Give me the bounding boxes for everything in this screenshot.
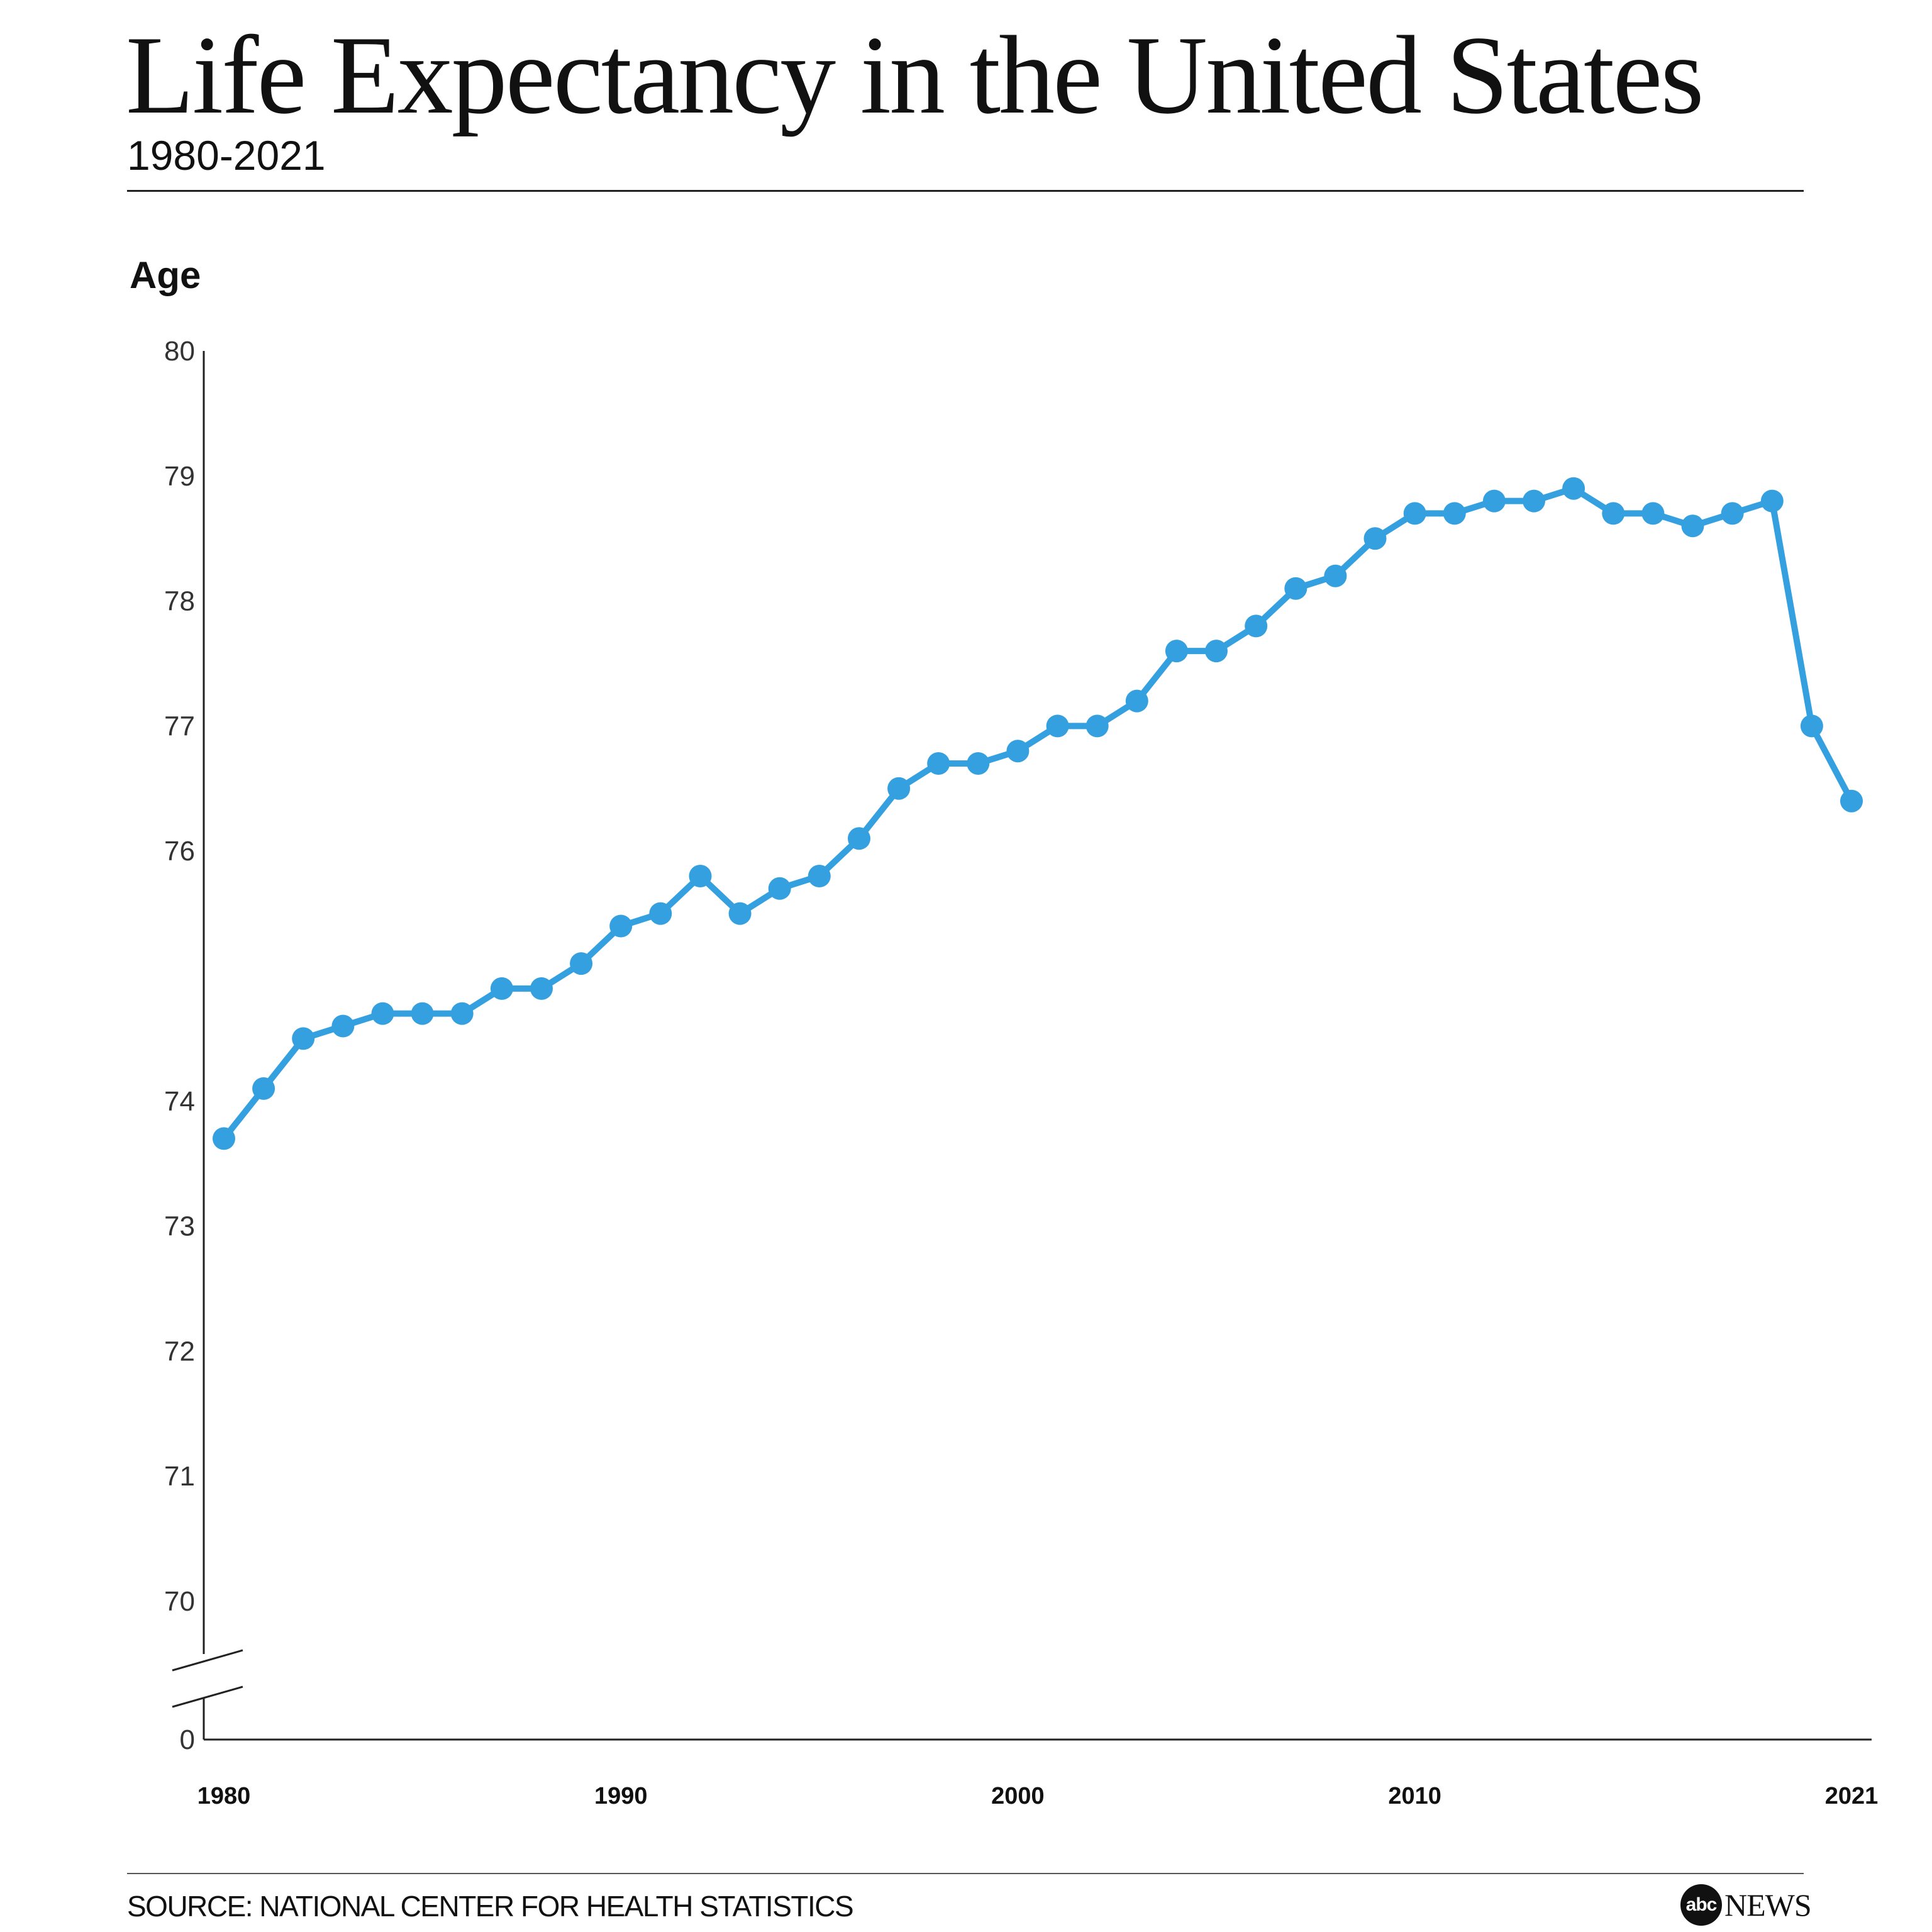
data-point (1403, 502, 1426, 525)
data-point (1284, 577, 1307, 600)
data-point (411, 1002, 434, 1025)
data-point (1205, 640, 1228, 663)
chart-title: Life Expectancy in the United States (126, 13, 1704, 137)
data-point (1046, 714, 1069, 738)
news-logo-word: NEWS (1724, 1887, 1812, 1923)
footer-divider (127, 1873, 1804, 1874)
y-tick-label: 74 (164, 1086, 195, 1117)
y-tick-label: 72 (164, 1336, 195, 1367)
data-point (927, 752, 950, 775)
data-point (768, 877, 791, 900)
series-line (221, 485, 1855, 1142)
y-tick-label: 70 (164, 1586, 195, 1617)
y-tick-label: 78 (164, 586, 195, 617)
data-point (728, 902, 752, 925)
abc-news-logo: abc NEWS (1680, 1884, 1812, 1926)
source-note: SOURCE: NATIONAL CENTER FOR HEALTH STATI… (127, 1890, 854, 1923)
data-point (252, 1077, 275, 1100)
data-point (1562, 477, 1585, 500)
data-point (1324, 564, 1347, 587)
data-point (1443, 502, 1466, 525)
data-point (848, 827, 870, 850)
data-point (1523, 489, 1545, 513)
data-point (1165, 640, 1188, 663)
data-point (1006, 740, 1030, 763)
y-tick-label: 0 (180, 1724, 195, 1755)
data-point (331, 1014, 355, 1038)
data-point (490, 977, 513, 1000)
axis-break-mark-upper (172, 1649, 243, 1672)
data-point (1245, 614, 1268, 638)
data-point (1760, 489, 1784, 513)
data-point (1085, 714, 1109, 738)
series-life-expectancy (213, 477, 1863, 1150)
abc-logo-disc: abc (1680, 1884, 1722, 1926)
data-point (450, 1002, 474, 1025)
y-tick-label: 80 (164, 336, 195, 367)
data-point (887, 777, 911, 800)
x-tick-label: 2021 (1825, 1783, 1879, 1809)
x-tick-label: 1980 (197, 1783, 251, 1809)
axis-break-mark-lower (172, 1685, 243, 1708)
data-point (1482, 489, 1506, 513)
y-tick-label: 77 (164, 711, 195, 741)
data-point (967, 752, 990, 775)
y-tick-label: 71 (164, 1461, 195, 1492)
data-point (213, 1127, 235, 1150)
header-divider (127, 190, 1804, 192)
data-point (649, 902, 672, 925)
x-tick-labels: 1980 1990 2000 2010 2021 (197, 1783, 1879, 1809)
data-point (1602, 502, 1625, 525)
chart-subtitle: 1980-2021 (127, 132, 326, 179)
data-point (689, 865, 712, 887)
data-point (1721, 502, 1744, 525)
data-point (530, 977, 553, 1000)
data-point (1125, 689, 1148, 713)
data-point (1681, 514, 1704, 538)
data-point (808, 865, 831, 887)
data-point (570, 952, 593, 975)
y-tick-label: 73 (164, 1211, 195, 1242)
data-point (609, 914, 633, 938)
y-tick-labels: 80 79 78 77 76 74 73 72 71 70 0 (164, 336, 195, 1755)
y-tick-label: 76 (164, 836, 195, 867)
data-point (292, 1027, 315, 1050)
data-point (371, 1002, 394, 1025)
axes (172, 351, 1872, 1741)
data-point (1363, 527, 1387, 550)
data-point (1840, 789, 1863, 813)
y-tick-label: 79 (164, 461, 195, 492)
x-tick-label: 1990 (594, 1783, 648, 1809)
y-axis-label: Age (130, 254, 201, 296)
x-tick-label: 2010 (1388, 1783, 1441, 1809)
data-point (1641, 502, 1665, 525)
x-tick-label: 2000 (991, 1783, 1045, 1809)
data-point (1800, 714, 1823, 738)
